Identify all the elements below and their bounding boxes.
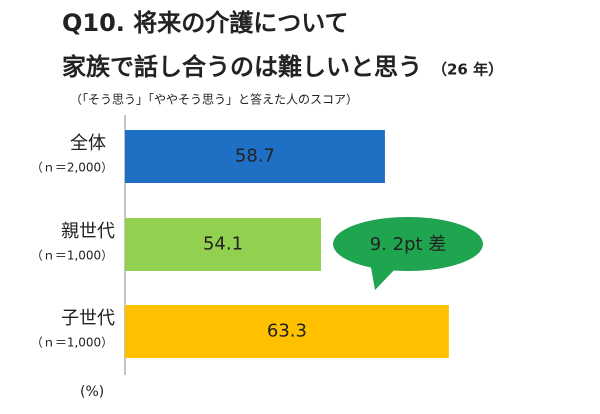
subtitle: （「そう思う」「ややそう思う」と答えた人のスコア） — [70, 92, 358, 107]
value-label: 63.3 — [267, 321, 307, 342]
sample-size: （ｎ＝2,000） — [31, 161, 113, 175]
value-label: 54.1 — [203, 234, 243, 255]
value-label: 58.7 — [235, 146, 275, 167]
category-label: 子世代 — [61, 308, 115, 329]
chart-title-line2: 家族で話し合うのは難しいと思う — [62, 53, 422, 81]
unit-label: (%) — [80, 384, 104, 400]
chart-title: Q10. 将来の介護について — [62, 9, 349, 37]
category-label: 全体 — [70, 133, 106, 154]
annotation-bubble — [333, 217, 483, 271]
annotation: 9. 2pt 差 — [370, 234, 447, 255]
bar — [125, 305, 449, 358]
category-label: 親世代 — [61, 221, 115, 242]
sample-size: （ｎ＝1,000） — [31, 336, 113, 350]
bar — [125, 218, 321, 271]
sample-size: （ｎ＝1,000） — [31, 249, 113, 263]
bar — [125, 130, 385, 183]
title-note: （26 年） — [432, 61, 503, 79]
